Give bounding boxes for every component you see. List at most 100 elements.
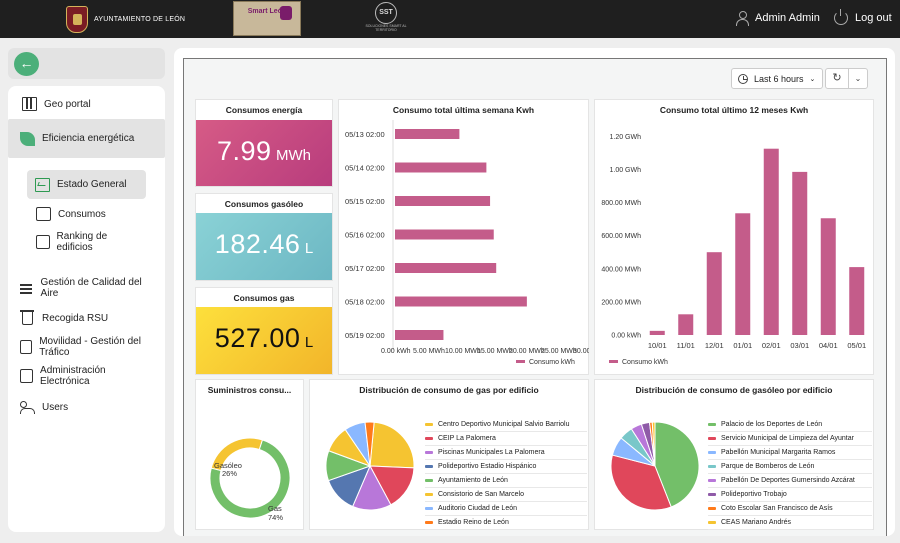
legend-label: Auditorio Ciudad de León [438, 505, 518, 512]
bar [395, 162, 487, 173]
sidebar-item-estado-general[interactable]: Estado General [27, 170, 146, 199]
sidebar-item-users[interactable]: Users [20, 400, 68, 414]
pie-slice [364, 421, 375, 467]
chart-panel-gas-edificio: Distribución de consumo de gas por edifi… [309, 379, 589, 530]
legend-item[interactable]: Servicio Municipal de Limpieza del Ayunt… [708, 432, 872, 446]
legend-label: Servicio Municipal de Limpieza del Ayunt… [721, 435, 854, 442]
legend-item[interactable]: Auditorio Ciudad de León [425, 502, 587, 516]
admin-icon [20, 369, 34, 383]
y-tick-label: 05/16 02:00 [345, 231, 385, 240]
chart-panel-semana: Consumo total última semana Kwh 05/13 02… [338, 99, 589, 375]
legend-swatch [425, 493, 433, 496]
sidebar-item-label: Ranking de edificios [56, 231, 108, 253]
x-tick-label: 15.00 MWh [477, 348, 513, 355]
legend-item[interactable]: Pabellón Municipal Margarita Ramos [708, 446, 872, 460]
legend-item[interactable]: Centro Deportivo Municipal Salvio Barrio… [425, 418, 587, 432]
sidebar-item-ranking[interactable]: Ranking de edificios [36, 231, 136, 253]
sidebar-item-administracion[interactable]: Administración Electrónica [20, 365, 140, 387]
bar [395, 229, 494, 240]
x-tick-label: 03/01 [790, 341, 809, 350]
legend-swatch [708, 465, 716, 468]
legend-item[interactable]: Coto Escolar San Francisco de Asís [708, 502, 872, 516]
legend-item[interactable]: Ayuntamiento de León [425, 474, 587, 488]
bar [735, 213, 751, 335]
legend-swatch [708, 507, 716, 510]
user-menu[interactable]: Admin Admin [736, 11, 820, 26]
legend-item[interactable]: Estadio Reino de León [425, 516, 587, 530]
legend-label: Consumo kWh [529, 359, 575, 366]
traffic-icon [20, 340, 33, 354]
x-tick-label: 25.00 MWh [541, 348, 577, 355]
legend-label: Polideportivo Trobajo [721, 491, 787, 498]
x-tick-label: 12/01 [705, 341, 724, 350]
smart-leon-logo[interactable]: Smart León [233, 1, 301, 36]
sidebar [8, 86, 165, 532]
legend-item[interactable]: Pabellón De Deportes Gumersindo Azcárat [708, 474, 872, 488]
legend-item[interactable]: CEIP La Palomera [425, 432, 587, 446]
panel-title: Consumos gas [233, 293, 295, 303]
smart-leon-text: Smart León [247, 8, 287, 15]
sidebar-item-label: Movilidad - Gestión del Tráfico [39, 336, 141, 358]
legend-swatch [425, 423, 433, 426]
stat-value: 7.99 [216, 136, 272, 166]
sidebar-item-consumos[interactable]: Consumos [36, 207, 106, 221]
legend-swatch [516, 360, 525, 363]
org-name: AYUNTAMIENTO DE LEÓN [94, 15, 186, 23]
legend-item[interactable]: Palacio de los Deportes de León [708, 418, 872, 432]
pie-slice [369, 421, 415, 469]
sst-logo[interactable]: SST SOLUCIONES SMART AL TERRITORIO [356, 2, 416, 36]
wind-icon [20, 281, 34, 295]
sidebar-item-rsu[interactable]: Recogida RSU [20, 310, 108, 325]
ayuntamiento-logo[interactable]: AYUNTAMIENTO DE LEÓN [66, 5, 185, 33]
legend-item[interactable]: CEAS Mariano Andrés [708, 516, 872, 530]
legend-label: Centro Deportivo Municipal Salvio Barrio… [438, 421, 570, 428]
stat-unit: MWh [276, 147, 311, 164]
chart-month: 0.00 kWh 200.00 MWh 400.00 MWh 600.00 MWh 80… [601, 134, 866, 366]
legend-swatch [708, 521, 716, 524]
logout-button[interactable]: Log out [834, 9, 892, 25]
sidebar-item-eficiencia[interactable]: Eficiencia energética [8, 119, 165, 158]
sidebar-item-label: Consumos [58, 208, 106, 220]
legend-label: Pabellón De Deportes Gumersindo Azcárat [721, 477, 855, 484]
back-button[interactable]: ← [14, 52, 39, 76]
legend-swatch [425, 465, 433, 468]
sidebar-item-geo-portal[interactable]: Geo portal [22, 97, 91, 111]
panel-title: Distribución de consumo de gasóleo por e… [635, 385, 833, 395]
bar [763, 148, 779, 335]
sidebar-item-calidad-aire[interactable]: Gestión de Calidad del Aire [20, 277, 150, 299]
clock-icon [738, 73, 748, 84]
sidebar-item-label: Users [42, 401, 69, 413]
legend-label: Ayuntamiento de León [438, 477, 508, 484]
bar [395, 296, 527, 307]
y-tick-label: 200.00 MWh [601, 299, 641, 306]
legend-swatch [425, 507, 433, 510]
x-tick-label: 10.00 MWh [445, 348, 481, 355]
stat-value-gas: 527.00 L [196, 307, 332, 374]
slice-percent: 26% [222, 469, 237, 478]
pie-slice [369, 465, 415, 506]
time-range-picker[interactable]: Last 6 hours ⌄ [731, 68, 823, 89]
y-tick-label: 05/19 02:00 [345, 331, 385, 340]
legend-item[interactable]: Consistorio de San Marcelo [425, 488, 587, 502]
stat-value: 182.46 [214, 229, 301, 259]
stat-value: 527.00 [214, 323, 301, 353]
sidebar-item-movilidad[interactable]: Movilidad - Gestión del Tráfico [20, 336, 145, 358]
x-tick-label: 05/01 [847, 341, 866, 350]
legend-gasoleo: Palacio de los Deportes de León Servicio … [708, 418, 872, 530]
legend-label: Piscinas Municipales La Palomera [438, 449, 545, 456]
x-tick-label: 10/01 [648, 341, 667, 350]
legend-swatch [708, 479, 716, 482]
refresh-interval-dropdown[interactable]: ⌄ [848, 68, 868, 89]
legend-item[interactable]: Polideportivo Estadio Hispánico [425, 460, 587, 474]
legend-label: Consumo kWh [622, 359, 668, 366]
y-tick-label: 05/14 02:00 [345, 164, 385, 173]
panel-title: Consumo total último 12 meses Kwh [659, 105, 809, 115]
dashboard-icon [35, 177, 50, 192]
users-icon [20, 400, 35, 414]
pie-slice [654, 421, 700, 508]
legend-item[interactable]: Piscinas Municipales La Palomera [425, 446, 587, 460]
chart-panel-suministros: Suministros consu... Gasóleo 26% Gas 74% [195, 379, 304, 530]
refresh-button[interactable]: ↻ [825, 68, 849, 89]
legend-item[interactable]: Polideportivo Trobajo [708, 488, 872, 502]
legend-item[interactable]: Parque de Bomberos de León [708, 460, 872, 474]
